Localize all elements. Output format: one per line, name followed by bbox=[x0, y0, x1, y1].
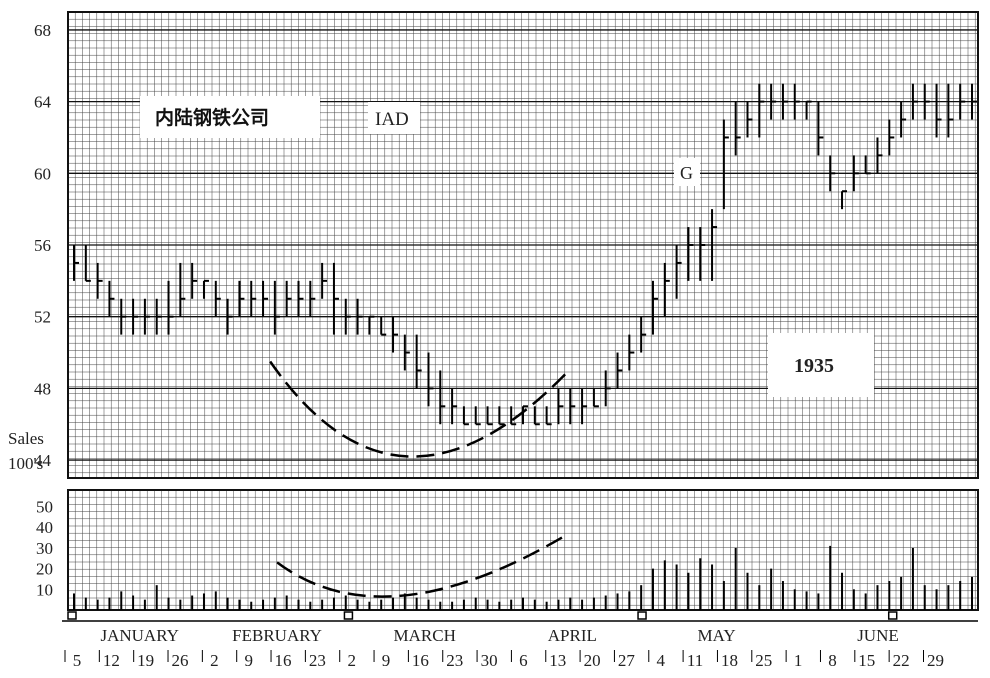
week-label: 4 bbox=[657, 651, 666, 670]
week-label: 16 bbox=[412, 651, 429, 670]
volume-tick-label: 20 bbox=[36, 560, 53, 579]
week-label: 16 bbox=[275, 651, 292, 670]
volume-tick-label: 30 bbox=[36, 539, 53, 558]
volume-tick-label: 50 bbox=[36, 498, 53, 517]
week-label: 27 bbox=[618, 651, 636, 670]
month-label: FEBRUARY bbox=[232, 626, 322, 645]
annotation-box bbox=[674, 158, 700, 186]
week-label: 9 bbox=[244, 651, 253, 670]
week-label: 15 bbox=[858, 651, 875, 670]
week-label: 8 bbox=[828, 651, 837, 670]
week-label: 19 bbox=[137, 651, 154, 670]
month-label: JANUARY bbox=[100, 626, 178, 645]
price-tick-label: 52 bbox=[34, 308, 51, 327]
ticker-label: IAD bbox=[375, 109, 409, 130]
year-box bbox=[768, 333, 874, 397]
week-label: 20 bbox=[584, 651, 601, 670]
ticker-box bbox=[368, 102, 420, 134]
month-label: APRIL bbox=[548, 626, 597, 645]
week-label: 23 bbox=[446, 651, 463, 670]
week-label: 2 bbox=[210, 651, 219, 670]
price-tick-label: 56 bbox=[34, 236, 51, 255]
week-label: 9 bbox=[382, 651, 391, 670]
price-tick-label: 68 bbox=[34, 21, 51, 40]
price-tick-label: 60 bbox=[34, 164, 51, 183]
saucer-curve-price bbox=[269, 360, 570, 458]
week-label: 1 bbox=[794, 651, 803, 670]
price-tick-label: 64 bbox=[34, 93, 52, 112]
year-label: 1935 bbox=[794, 355, 834, 377]
month-label: JUNE bbox=[857, 626, 899, 645]
volume-tick-label: 10 bbox=[36, 580, 53, 599]
month-label: MAY bbox=[698, 626, 736, 645]
quarter-marker bbox=[887, 611, 898, 620]
week-label: 6 bbox=[519, 651, 528, 670]
volume-label-line1: Sales bbox=[8, 429, 44, 448]
week-label: 13 bbox=[549, 651, 566, 670]
week-label: 2 bbox=[347, 651, 356, 670]
week-label: 22 bbox=[893, 651, 910, 670]
month-label: MARCH bbox=[394, 626, 456, 645]
title-box bbox=[140, 96, 320, 138]
week-label: 26 bbox=[172, 651, 189, 670]
week-label: 25 bbox=[755, 651, 772, 670]
volume-tick-label: 40 bbox=[36, 518, 53, 537]
saucer-curve-volume bbox=[276, 532, 570, 598]
week-label: 12 bbox=[103, 651, 120, 670]
price-panel bbox=[67, 11, 979, 479]
quarter-marker bbox=[343, 611, 354, 620]
price-tick-label: 48 bbox=[34, 379, 51, 398]
week-label: 23 bbox=[309, 651, 326, 670]
chart-title: 内陆钢铁公司 bbox=[155, 106, 269, 129]
week-label: 18 bbox=[721, 651, 738, 670]
quarter-marker bbox=[637, 611, 647, 620]
week-label: 30 bbox=[481, 651, 498, 670]
week-label: 29 bbox=[927, 651, 944, 670]
week-label: 11 bbox=[687, 651, 703, 670]
price-tick-label: 44 bbox=[34, 451, 52, 470]
quarter-marker bbox=[67, 611, 77, 620]
volume-label-line2: 100's bbox=[8, 454, 43, 473]
week-label: 5 bbox=[73, 651, 82, 670]
annotation-g: G bbox=[680, 163, 693, 183]
